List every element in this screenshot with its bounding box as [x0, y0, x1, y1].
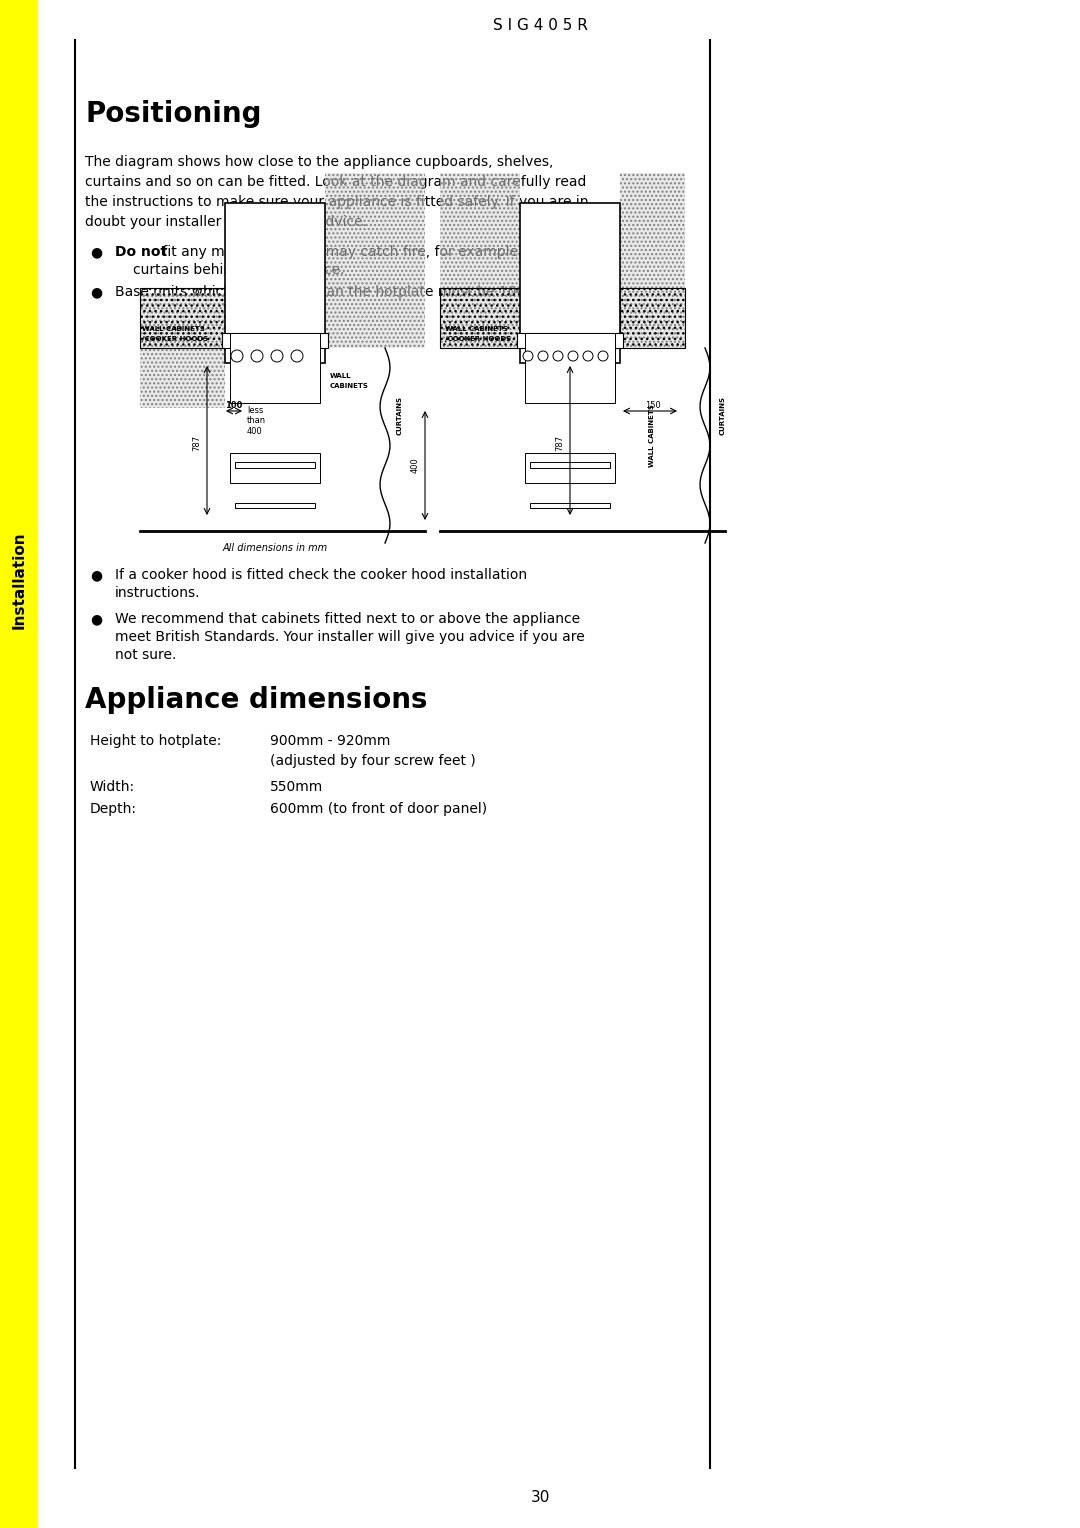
Text: 600mm (to front of door panel): 600mm (to front of door panel): [270, 802, 487, 816]
Text: meet British Standards. Your installer will give you advice if you are: meet British Standards. Your installer w…: [114, 630, 584, 643]
Bar: [140, 287, 225, 348]
Text: 100: 100: [226, 400, 243, 410]
Text: Depth:: Depth:: [90, 802, 137, 816]
Text: ●: ●: [90, 613, 103, 626]
Text: CABINETS: CABINETS: [330, 384, 369, 390]
Text: curtains and so on can be fitted. Look at the diagram and carefully read: curtains and so on can be fitted. Look a…: [85, 176, 586, 189]
Bar: [325, 173, 426, 348]
Text: Positioning: Positioning: [85, 99, 261, 128]
Text: 30: 30: [530, 1490, 550, 1505]
Text: /COOKER HOODS: /COOKER HOODS: [141, 336, 208, 342]
Bar: [530, 503, 610, 507]
Bar: [235, 461, 315, 468]
Bar: [440, 173, 519, 348]
Bar: [235, 503, 315, 507]
Text: not sure.: not sure.: [114, 648, 176, 662]
Bar: [225, 203, 325, 364]
Text: ●: ●: [90, 568, 103, 582]
Bar: [440, 287, 519, 348]
Circle shape: [271, 350, 283, 362]
Bar: [230, 333, 320, 403]
Text: curtains behind the appliance.: curtains behind the appliance.: [133, 263, 345, 277]
Text: (adjusted by four screw feet ): (adjusted by four screw feet ): [270, 753, 476, 769]
Circle shape: [553, 351, 563, 361]
Text: CURTAINS: CURTAINS: [720, 396, 726, 435]
Text: fit any materials which may catch fire, for example wood or: fit any materials which may catch fire, …: [158, 244, 578, 260]
Text: WALL CABINETS: WALL CABINETS: [649, 403, 656, 468]
Text: WALL: WALL: [330, 373, 351, 379]
Text: ●: ●: [90, 244, 103, 260]
Text: 400: 400: [410, 457, 419, 474]
Text: All dimensions in mm: All dimensions in mm: [222, 542, 327, 553]
Circle shape: [251, 350, 264, 362]
Bar: [0, 0, 38, 1528]
Bar: [517, 333, 623, 348]
Text: instructions.: instructions.: [114, 587, 201, 601]
Text: CURTAINS: CURTAINS: [397, 396, 403, 435]
Bar: [325, 173, 426, 348]
Text: If a cooker hood is fitted check the cooker hood installation: If a cooker hood is fitted check the coo…: [114, 568, 527, 582]
Text: 787: 787: [555, 435, 565, 451]
Bar: [230, 452, 320, 483]
Text: Do not: Do not: [114, 244, 167, 260]
Bar: [620, 173, 685, 348]
Text: /COOKER HOODS: /COOKER HOODS: [445, 336, 511, 342]
Text: doubt your installer will give you advice.: doubt your installer will give you advic…: [85, 215, 367, 229]
Text: Appliance dimensions: Appliance dimensions: [85, 686, 428, 714]
Text: 550mm: 550mm: [270, 779, 323, 795]
Text: 150: 150: [645, 400, 660, 410]
Text: Installation: Installation: [12, 532, 27, 630]
Text: the instructions to make sure your appliance is fitted safely. If you are in: the instructions to make sure your appli…: [85, 196, 589, 209]
Text: 900mm - 920mm: 900mm - 920mm: [270, 733, 390, 749]
Circle shape: [568, 351, 578, 361]
Text: 787: 787: [192, 435, 202, 451]
Bar: [525, 452, 615, 483]
Text: WALL CABINETS: WALL CABINETS: [141, 325, 205, 332]
Bar: [525, 333, 615, 403]
Bar: [140, 293, 225, 408]
Bar: [620, 173, 685, 348]
Circle shape: [583, 351, 593, 361]
Circle shape: [598, 351, 608, 361]
Circle shape: [291, 350, 303, 362]
Text: less
than
400: less than 400: [247, 406, 266, 435]
Text: WALL CABINETS: WALL CABINETS: [445, 325, 508, 332]
Bar: [530, 461, 610, 468]
Bar: [0, 0, 38, 1528]
Text: ●: ●: [90, 286, 103, 299]
Bar: [140, 293, 225, 408]
Circle shape: [538, 351, 548, 361]
Text: We recommend that cabinets fitted next to or above the appliance: We recommend that cabinets fitted next t…: [114, 613, 580, 626]
Text: Width:: Width:: [90, 779, 135, 795]
Text: The diagram shows how close to the appliance cupboards, shelves,: The diagram shows how close to the appli…: [85, 154, 553, 170]
Text: Base units which are higher than the hotplate must be 100mm away.: Base units which are higher than the hot…: [114, 286, 596, 299]
Bar: [620, 287, 685, 348]
Circle shape: [523, 351, 534, 361]
Bar: [519, 203, 620, 364]
Bar: [440, 173, 519, 348]
Text: Height to hotplate:: Height to hotplate:: [90, 733, 221, 749]
Text: S I G 4 0 5 R: S I G 4 0 5 R: [492, 18, 588, 34]
Circle shape: [231, 350, 243, 362]
Bar: [222, 333, 328, 348]
